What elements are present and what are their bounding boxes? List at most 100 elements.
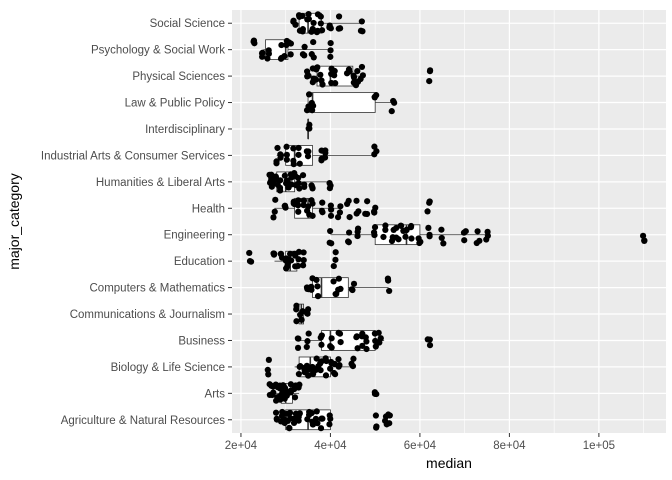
data-point — [371, 209, 378, 216]
data-point — [371, 151, 378, 158]
y-tick-label: Agriculture & Natural Resources — [61, 415, 226, 427]
data-point — [308, 99, 315, 107]
data-point — [426, 342, 434, 349]
data-point — [319, 199, 326, 206]
data-point — [278, 41, 285, 49]
data-point — [349, 362, 357, 370]
data-point — [308, 28, 315, 35]
data-point — [424, 208, 431, 215]
data-point — [272, 196, 279, 203]
data-point — [327, 182, 334, 189]
data-point — [424, 336, 431, 343]
data-point — [476, 237, 483, 244]
data-point — [308, 409, 315, 417]
data-point — [328, 206, 335, 213]
y-tick-label: Industrial Arts & Consumer Services — [41, 150, 225, 162]
data-point — [301, 183, 308, 190]
data-point — [353, 334, 360, 341]
data-point — [287, 250, 294, 257]
x-tick-label: 6e+04 — [404, 440, 437, 452]
data-point — [304, 338, 311, 345]
data-point — [305, 306, 312, 313]
y-tick-label: Social Science — [150, 18, 225, 30]
data-point — [326, 412, 333, 419]
data-point — [332, 80, 339, 87]
y-tick-label: Computers & Mathematics — [90, 283, 226, 295]
data-point — [319, 209, 326, 216]
data-point — [291, 394, 299, 401]
data-point — [304, 207, 311, 214]
data-point — [309, 107, 316, 114]
data-point — [327, 212, 335, 219]
data-point — [321, 154, 329, 161]
data-point — [310, 38, 317, 46]
data-point — [426, 77, 433, 85]
data-point — [336, 209, 344, 216]
data-point — [354, 228, 361, 235]
data-point — [274, 144, 281, 152]
data-point — [317, 425, 325, 432]
data-point — [350, 355, 357, 362]
data-point — [290, 415, 298, 422]
y-axis: Agriculture & Natural Resources Arts Biolo… — [41, 18, 232, 427]
data-point — [271, 208, 278, 215]
data-point — [286, 409, 294, 416]
data-point — [292, 21, 299, 28]
data-point — [300, 262, 307, 269]
data-point — [326, 421, 333, 428]
data-point — [372, 412, 379, 419]
data-point — [286, 425, 293, 432]
data-point — [335, 356, 342, 363]
y-tick-label: Interdisciplinary — [145, 124, 225, 136]
data-point — [377, 335, 384, 342]
data-point — [283, 156, 290, 163]
data-point — [272, 409, 280, 416]
data-point — [317, 13, 324, 20]
data-point — [327, 342, 334, 350]
data-point — [313, 355, 320, 362]
data-point — [287, 40, 294, 47]
data-point — [301, 52, 308, 59]
data-point — [308, 51, 315, 58]
data-point — [386, 420, 393, 427]
data-point — [408, 222, 415, 230]
data-point — [301, 43, 308, 50]
data-point — [350, 280, 358, 287]
data-point — [346, 214, 353, 221]
data-point — [461, 237, 468, 244]
data-point — [326, 24, 333, 31]
data-point — [358, 18, 365, 25]
data-point — [336, 330, 344, 337]
data-point — [331, 67, 338, 75]
data-point — [294, 262, 302, 270]
data-point — [290, 157, 297, 164]
data-point — [295, 180, 302, 187]
data-point — [264, 366, 271, 374]
data-point — [425, 224, 432, 231]
data-point — [484, 232, 491, 239]
data-point — [641, 237, 648, 245]
data-point — [265, 371, 272, 378]
y-tick-label: Engineering — [164, 230, 225, 242]
data-point — [295, 174, 302, 182]
data-point — [375, 329, 382, 336]
data-point — [397, 222, 404, 229]
data-point — [415, 235, 422, 242]
data-point — [371, 390, 379, 397]
data-point — [318, 27, 326, 34]
data-point — [304, 73, 311, 80]
data-point — [304, 416, 311, 423]
data-point — [300, 257, 307, 264]
data-point — [327, 40, 334, 47]
data-point — [246, 249, 253, 257]
data-point — [327, 227, 334, 235]
x-tick-label: 4e+04 — [314, 440, 347, 452]
data-point — [309, 212, 316, 219]
data-point — [299, 28, 306, 35]
data-point — [299, 12, 306, 20]
data-point — [304, 366, 311, 373]
data-point — [388, 237, 396, 245]
y-tick-label: Education — [174, 256, 225, 268]
x-axis-title: median — [426, 455, 472, 471]
